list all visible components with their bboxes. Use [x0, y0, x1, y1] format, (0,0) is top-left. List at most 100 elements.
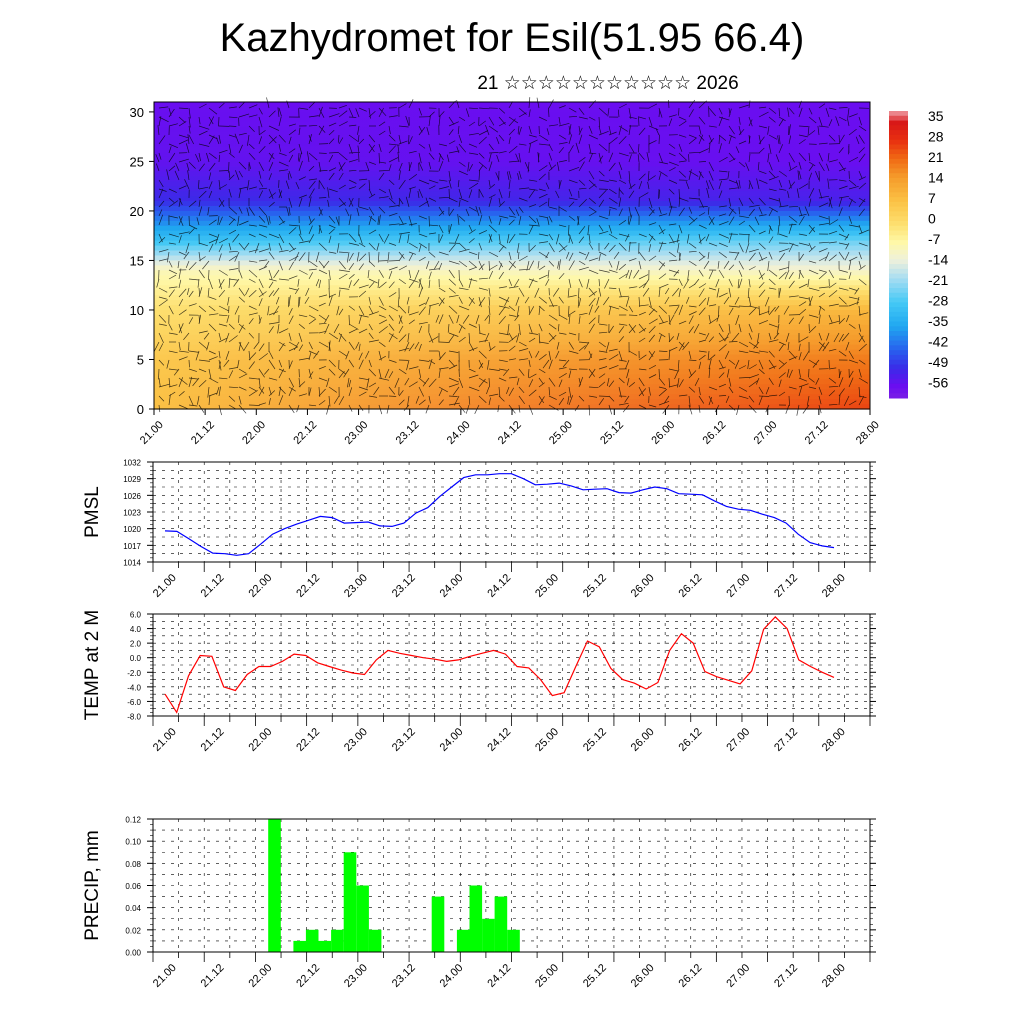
wind-vector	[488, 184, 496, 190]
colorbar-segment	[889, 374, 908, 380]
wind-vector	[288, 308, 293, 316]
wind-vector	[398, 103, 407, 109]
heatmap-band	[154, 245, 870, 252]
wind-vector	[488, 377, 491, 388]
wind-vector	[288, 148, 296, 154]
colorbar-segment	[889, 139, 908, 145]
wind-vector	[618, 273, 628, 280]
wind-vector	[728, 251, 740, 254]
wind-vector	[598, 251, 607, 256]
wind-vector	[858, 147, 865, 154]
wind-vector	[158, 200, 165, 208]
wind-vector	[288, 242, 295, 251]
wind-vector	[288, 387, 293, 397]
wind-vector	[658, 152, 663, 163]
wind-vector	[187, 170, 190, 181]
wind-vector	[313, 350, 320, 359]
wind-vector	[773, 332, 780, 340]
wind-vector	[183, 332, 190, 341]
wind-vector	[345, 208, 350, 217]
wind-vector	[168, 274, 177, 280]
wind-vector	[798, 213, 807, 217]
wind-vector	[838, 317, 845, 325]
wind-vector	[538, 215, 548, 218]
wind-vector	[253, 341, 260, 350]
wind-vector	[858, 359, 866, 365]
wind-vector	[418, 242, 427, 249]
wind-vector	[578, 395, 585, 402]
wind-vector	[546, 128, 550, 136]
wind-vector	[258, 368, 265, 378]
wind-vector	[694, 377, 700, 386]
wind-vector	[758, 134, 762, 145]
wind-vector	[518, 368, 525, 376]
wind-vector	[698, 307, 706, 316]
wind-vector	[475, 205, 480, 217]
wind-vector	[218, 199, 225, 208]
wind-vector	[185, 143, 190, 154]
wind-vector	[398, 253, 404, 262]
wind-vector	[748, 204, 760, 208]
wind-vector	[718, 359, 724, 369]
wind-vector	[618, 179, 627, 184]
wind-vector	[818, 271, 827, 280]
wind-vector	[833, 332, 840, 343]
wind-vector	[308, 314, 316, 319]
wind-vector	[398, 232, 410, 235]
wind-vector	[548, 359, 553, 370]
wind-vector	[258, 377, 261, 388]
wind-vector	[538, 395, 545, 404]
wind-vector	[458, 188, 463, 199]
wind-vector	[265, 215, 270, 226]
wind-vector	[258, 161, 265, 172]
wind-vector	[358, 391, 367, 397]
wind-vector	[415, 395, 420, 404]
wind-vector	[358, 290, 367, 298]
wind-vector	[538, 143, 550, 146]
precip-bar	[482, 918, 495, 953]
wind-vector	[858, 335, 864, 343]
wind-vector	[308, 215, 312, 224]
wind-vector	[504, 296, 510, 307]
wind-vector	[788, 107, 795, 115]
wind-vector	[778, 252, 785, 262]
wind-vector	[848, 256, 858, 262]
wind-vector	[348, 314, 350, 326]
wind-vector	[188, 116, 191, 128]
wind-vector	[328, 340, 331, 352]
wind-vector	[318, 152, 327, 154]
heatmap-band	[154, 141, 870, 148]
wind-vector	[208, 219, 217, 226]
wind-vector	[778, 179, 783, 188]
wind-vector	[348, 252, 354, 262]
wind-vector	[758, 206, 763, 215]
wind-vector	[718, 336, 729, 343]
wind-vector	[186, 162, 190, 172]
wind-vector	[238, 186, 248, 190]
wind-vector	[418, 126, 426, 136]
wind-vector	[238, 368, 247, 374]
wind-vector	[528, 215, 537, 224]
wind-vector	[608, 197, 618, 204]
wind-vector	[607, 107, 610, 117]
wind-vector	[568, 314, 571, 325]
wind-vector	[248, 206, 255, 216]
wind-vector	[308, 101, 315, 109]
wind-vector	[698, 125, 702, 135]
wind-vector	[198, 179, 200, 189]
wind-vector	[278, 395, 284, 406]
wind-vector	[477, 251, 480, 260]
wind-vector	[258, 353, 269, 361]
wind-vector	[326, 377, 330, 387]
wind-vector	[388, 179, 395, 186]
wind-vector	[348, 404, 353, 412]
wind-vector	[438, 154, 442, 163]
wind-vector	[218, 278, 222, 290]
x-tick-label: 23.00	[342, 726, 370, 754]
wind-vector	[558, 391, 567, 397]
precip-bar	[305, 929, 319, 952]
wind-vector	[218, 197, 225, 207]
wind-vector	[658, 134, 660, 145]
wind-vector	[558, 332, 567, 335]
wind-vector	[858, 134, 865, 144]
